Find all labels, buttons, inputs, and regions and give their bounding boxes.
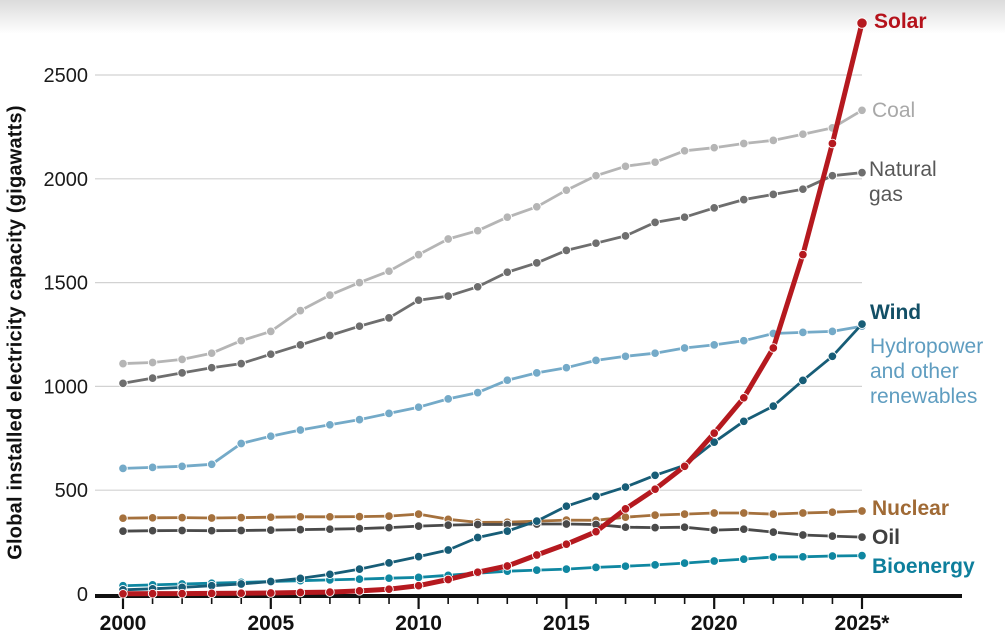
svg-text:2015: 2015 xyxy=(543,612,590,635)
series-hydropower xyxy=(118,321,867,474)
y-axis-tick-labels: 0 500 1000 1500 2000 2500 xyxy=(44,65,89,606)
svg-text:2500: 2500 xyxy=(44,65,89,87)
svg-text:1500: 1500 xyxy=(44,273,89,295)
series-wind xyxy=(118,319,867,595)
svg-text:Nuclear: Nuclear xyxy=(872,497,949,520)
svg-text:Wind: Wind xyxy=(870,301,921,324)
svg-text:renewables: renewables xyxy=(870,385,977,408)
series-natural_gas xyxy=(118,167,867,389)
svg-text:Solar: Solar xyxy=(874,10,927,33)
svg-text:2020: 2020 xyxy=(691,612,738,635)
svg-text:and other: and other xyxy=(870,360,959,383)
series-label-coal: Coal xyxy=(872,99,915,122)
svg-text:gas: gas xyxy=(869,183,903,206)
svg-text:Natural: Natural xyxy=(869,158,937,181)
svg-text:0: 0 xyxy=(77,584,88,606)
y-axis-title: Global installed electricity capacity (g… xyxy=(4,105,27,560)
series-nuclear xyxy=(118,506,867,528)
series-label-oil: Oil xyxy=(872,526,900,549)
svg-text:Hydropower: Hydropower xyxy=(870,335,983,358)
svg-text:500: 500 xyxy=(55,480,88,502)
svg-text:Oil: Oil xyxy=(872,526,900,549)
series-label-solar: Solar xyxy=(874,10,927,33)
svg-text:Coal: Coal xyxy=(872,99,915,122)
svg-text:1000: 1000 xyxy=(44,376,89,398)
svg-text:2025*: 2025* xyxy=(835,612,891,635)
series-label-nuclear: Nuclear xyxy=(872,497,949,520)
svg-text:2000: 2000 xyxy=(44,169,89,191)
svg-text:2000: 2000 xyxy=(100,612,147,635)
series-label-wind: Wind xyxy=(870,301,921,324)
series-oil xyxy=(118,519,867,542)
series-solar xyxy=(118,17,868,599)
series-label-bioenergy: Bioenergy xyxy=(872,555,975,578)
series-coal xyxy=(118,105,867,369)
svg-text:2010: 2010 xyxy=(395,612,442,635)
svg-text:2005: 2005 xyxy=(247,612,294,635)
x-axis: 2000 2005 2010 2015 2020 2025* xyxy=(95,594,962,635)
svg-text:Bioenergy: Bioenergy xyxy=(872,555,975,578)
